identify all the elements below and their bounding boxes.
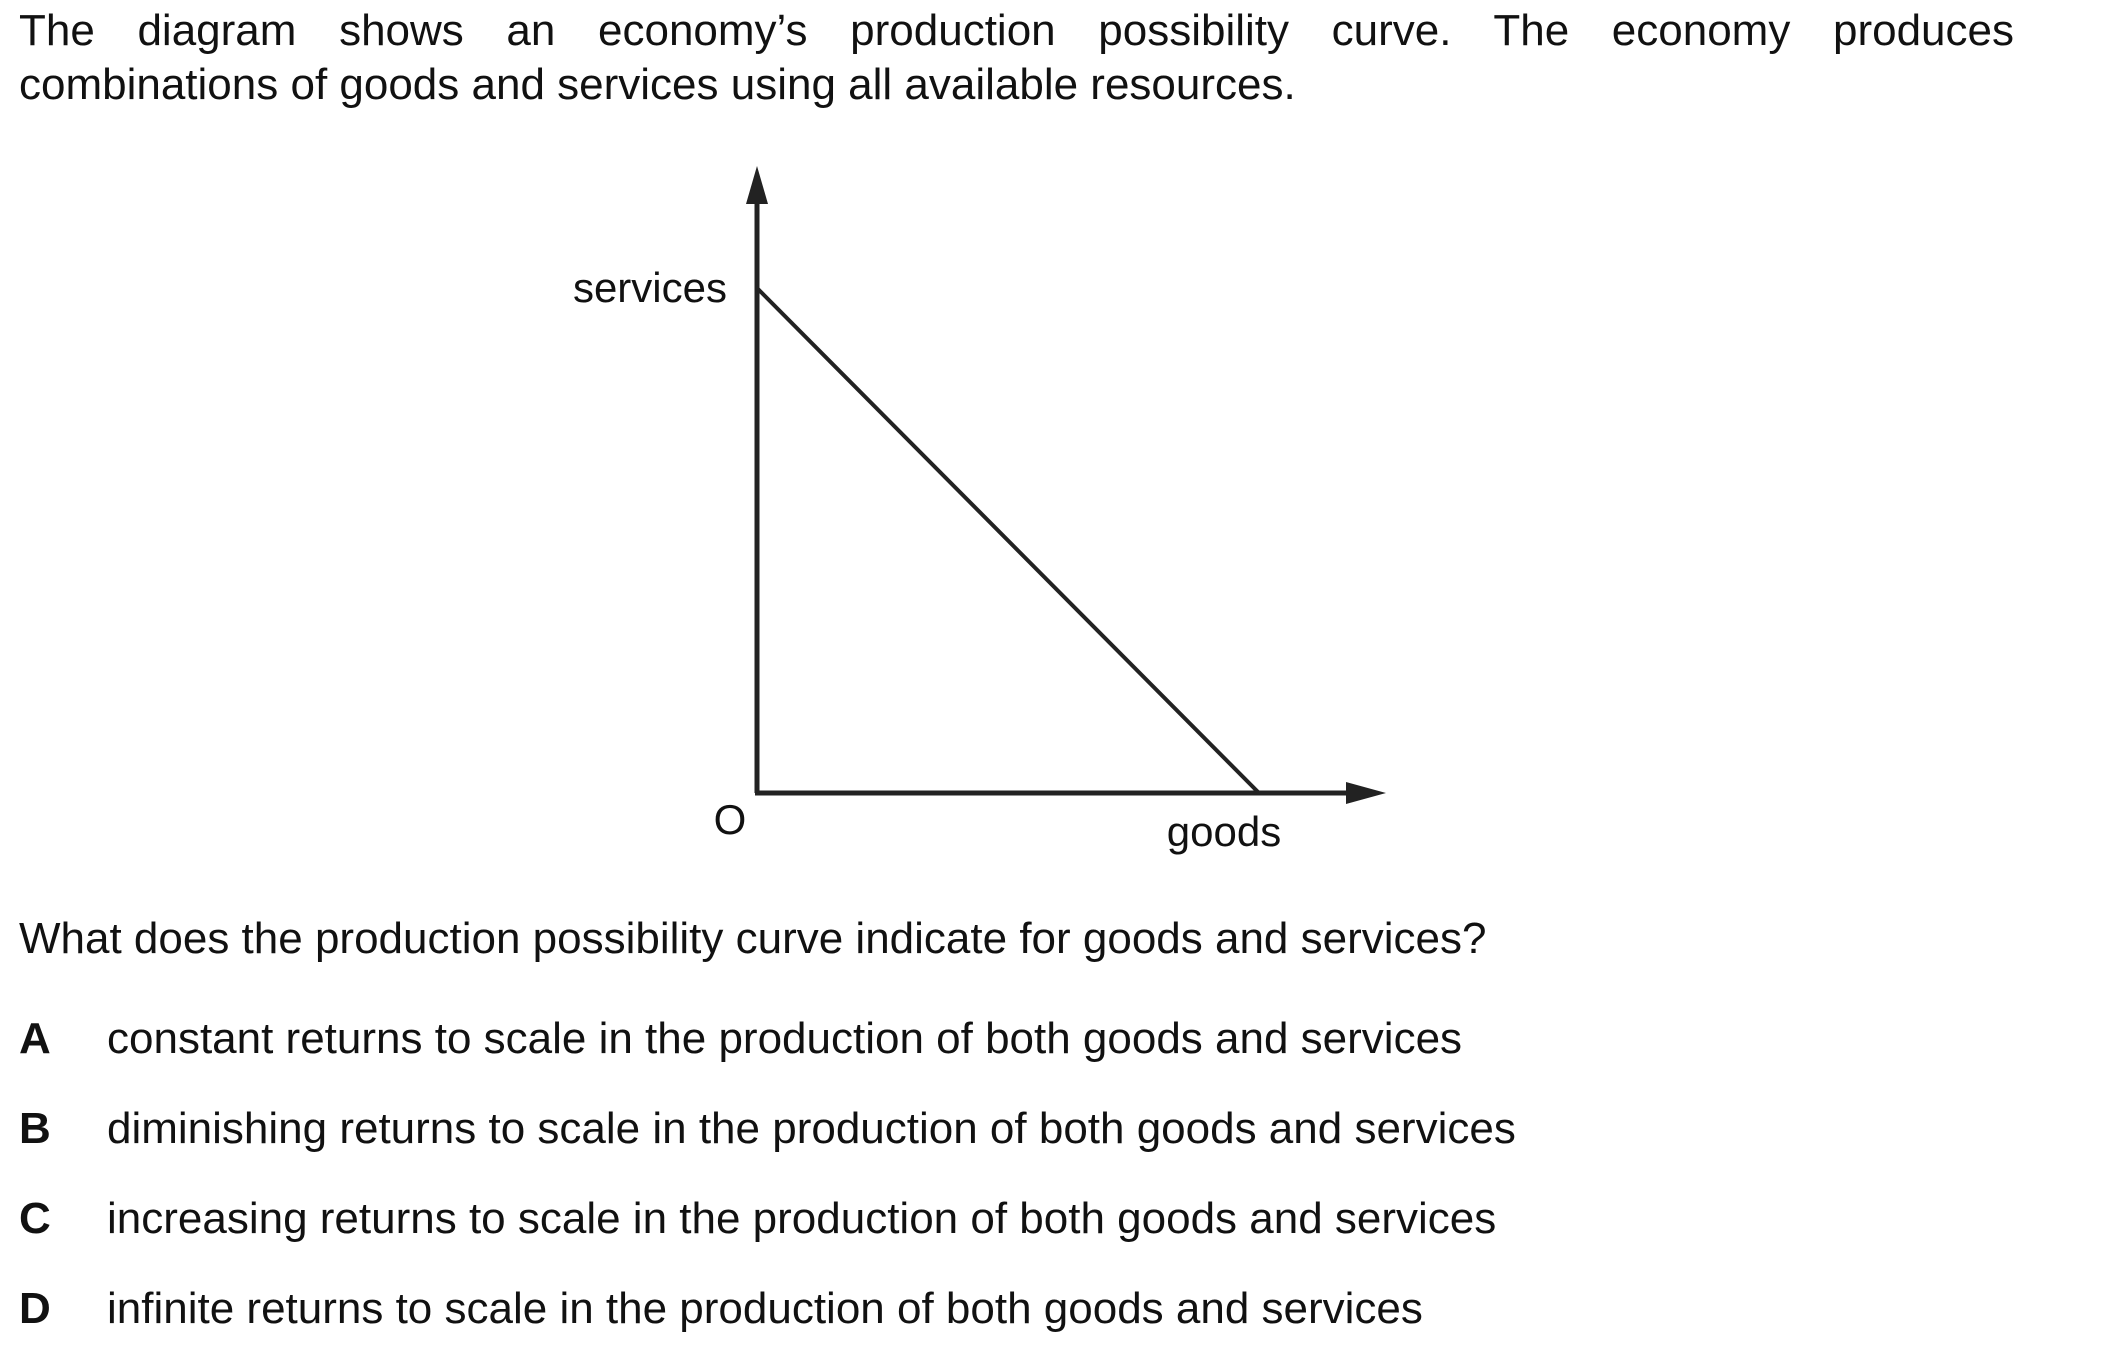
ppc-diagram: services goods O <box>573 166 1386 855</box>
option-a-letter: A <box>19 1014 51 1063</box>
intro-line-2: combinations of goods and services using… <box>19 60 1296 109</box>
ppc-line <box>755 286 1261 795</box>
option-b-text: diminishing returns to scale in the prod… <box>107 1104 1516 1153</box>
option-a-text: constant returns to scale in the product… <box>107 1014 1463 1063</box>
x-axis-label: goods <box>1167 808 1281 855</box>
x-axis-arrowhead <box>1346 782 1386 804</box>
origin-label: O <box>714 796 747 843</box>
option-b-letter: B <box>19 1104 51 1153</box>
question-text: What does the production possibility cur… <box>19 914 1487 963</box>
intro-line-1: The diagram shows an economy’s productio… <box>19 6 2014 55</box>
option-d-letter: D <box>19 1284 51 1333</box>
option-c-text: increasing returns to scale in the produ… <box>107 1194 1497 1243</box>
intro-paragraph: The diagram shows an economy’s productio… <box>19 4 2014 112</box>
y-axis-arrowhead <box>746 166 768 204</box>
option-c-letter: C <box>19 1194 51 1243</box>
option-d-text: infinite returns to scale in the product… <box>107 1284 1423 1333</box>
y-axis-label: services <box>573 264 727 311</box>
